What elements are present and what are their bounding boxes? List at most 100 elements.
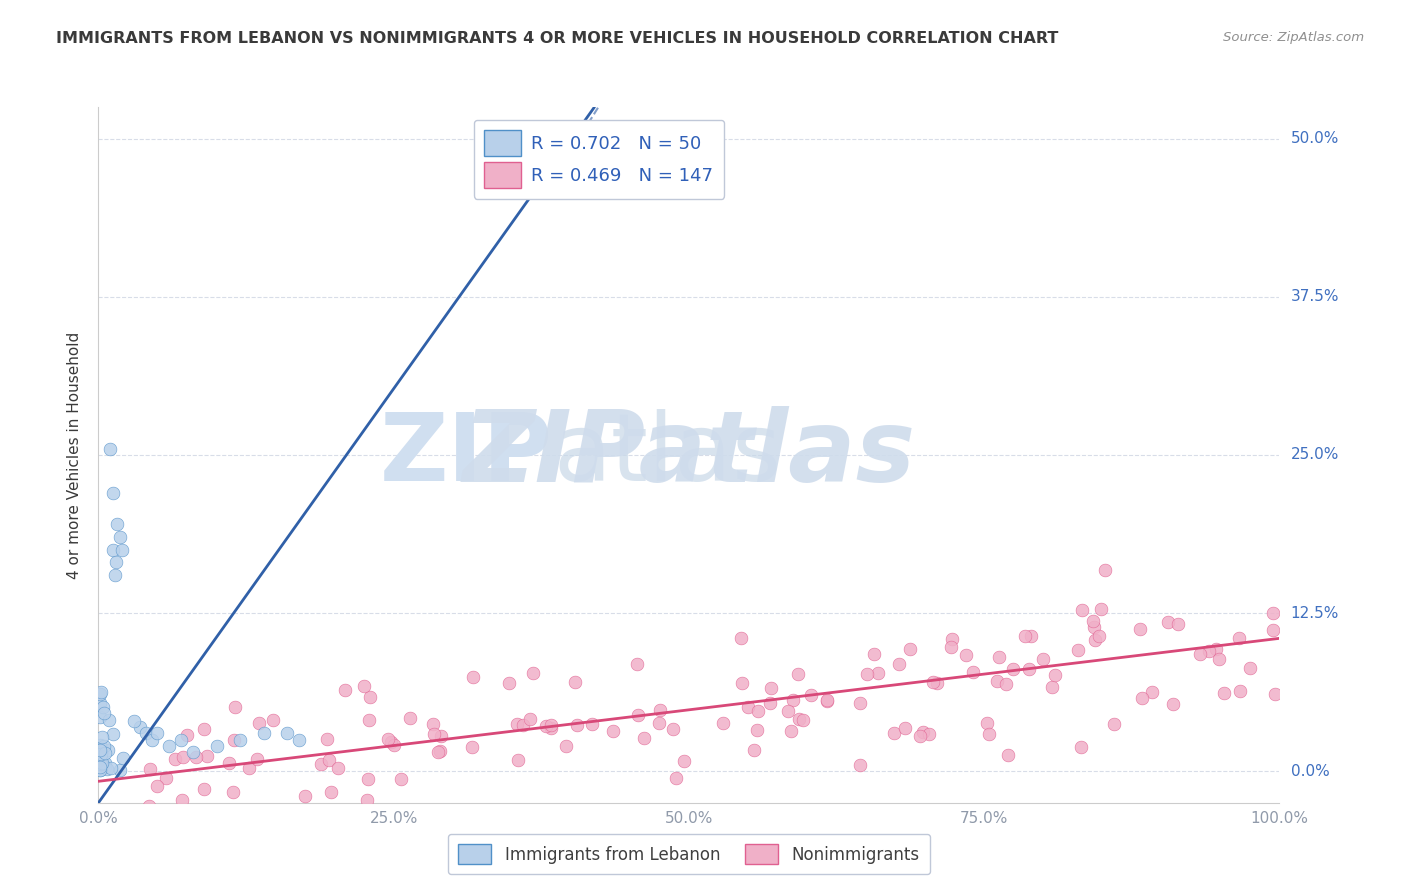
- Point: [778, 704, 800, 718]
- Point: [135, 726, 157, 740]
- Point: [1019, 629, 1042, 643]
- Point: [90, 757, 112, 772]
- Point: [627, 708, 650, 723]
- Point: [997, 747, 1019, 762]
- Point: [779, 724, 801, 739]
- Point: [648, 716, 671, 731]
- Point: [463, 670, 485, 684]
- Point: [170, 732, 193, 747]
- Point: [862, 647, 884, 661]
- Point: [626, 657, 648, 672]
- Point: [977, 727, 1000, 741]
- Point: [962, 665, 984, 680]
- Point: [90, 730, 112, 744]
- Point: [673, 754, 696, 768]
- Point: [90, 747, 112, 762]
- Point: [89, 743, 111, 757]
- Point: [205, 739, 228, 753]
- Point: [128, 720, 150, 734]
- Point: [1083, 620, 1105, 634]
- Point: [93, 739, 115, 754]
- Point: [359, 714, 381, 728]
- Point: [742, 743, 765, 757]
- Point: [157, 739, 180, 753]
- Point: [112, 751, 135, 765]
- Point: [567, 718, 589, 732]
- Point: [104, 568, 127, 582]
- Text: ZIPatlas: ZIPatlas: [463, 407, 915, 503]
- Point: [1070, 603, 1092, 617]
- Point: [747, 704, 769, 718]
- Point: [97, 743, 120, 757]
- Point: [105, 556, 128, 570]
- Point: [276, 726, 298, 740]
- Point: [318, 753, 340, 767]
- Point: [1090, 602, 1112, 616]
- Point: [179, 836, 201, 850]
- Point: [1070, 740, 1092, 755]
- Point: [1084, 633, 1107, 648]
- Point: [176, 728, 198, 742]
- Point: [163, 752, 186, 766]
- Point: [316, 732, 339, 747]
- Point: [356, 793, 378, 807]
- Point: [139, 762, 162, 776]
- Point: [883, 726, 905, 740]
- Point: [120, 840, 142, 855]
- Point: [91, 756, 114, 770]
- Point: [925, 675, 948, 690]
- Point: [221, 785, 243, 799]
- Point: [93, 706, 115, 720]
- Point: [1140, 685, 1163, 699]
- Point: [430, 729, 453, 743]
- Point: [389, 772, 412, 786]
- Point: [1208, 651, 1230, 665]
- Point: [512, 718, 534, 732]
- Point: [1167, 617, 1189, 632]
- Point: [1130, 691, 1153, 706]
- Point: [94, 746, 117, 760]
- Point: [792, 713, 814, 727]
- Point: [849, 757, 872, 772]
- Point: [939, 640, 962, 655]
- Point: [89, 763, 111, 777]
- Point: [247, 715, 270, 730]
- Point: [94, 756, 117, 770]
- Point: [155, 771, 177, 785]
- Point: [602, 724, 624, 739]
- Point: [94, 760, 117, 774]
- Point: [498, 676, 520, 690]
- Point: [917, 726, 939, 740]
- Point: [786, 666, 808, 681]
- Point: [731, 676, 754, 690]
- Point: [193, 722, 215, 736]
- Point: [429, 744, 451, 758]
- Point: [356, 772, 378, 787]
- Point: [108, 530, 131, 544]
- Point: [1088, 629, 1111, 643]
- Point: [921, 674, 943, 689]
- Point: [146, 726, 169, 740]
- Point: [288, 732, 311, 747]
- Point: [122, 714, 145, 728]
- Point: [986, 674, 1008, 689]
- Point: [359, 690, 381, 704]
- Text: IMMIGRANTS FROM LEBANON VS NONIMMIGRANTS 4 OR MORE VEHICLES IN HOUSEHOLD CORRELA: IMMIGRANTS FROM LEBANON VS NONIMMIGRANTS…: [56, 31, 1059, 46]
- Point: [105, 517, 128, 532]
- Point: [146, 779, 169, 793]
- Point: [633, 731, 655, 745]
- Point: [1264, 687, 1286, 701]
- Point: [782, 693, 804, 707]
- Point: [1161, 697, 1184, 711]
- Point: [648, 703, 671, 717]
- Point: [1227, 631, 1250, 645]
- Point: [294, 789, 316, 803]
- Point: [253, 726, 276, 740]
- Point: [1205, 642, 1227, 657]
- Point: [218, 756, 240, 771]
- Point: [1018, 662, 1040, 676]
- Point: [1198, 644, 1220, 658]
- Point: [1157, 615, 1180, 629]
- Point: [1032, 651, 1054, 665]
- Point: [1043, 668, 1066, 682]
